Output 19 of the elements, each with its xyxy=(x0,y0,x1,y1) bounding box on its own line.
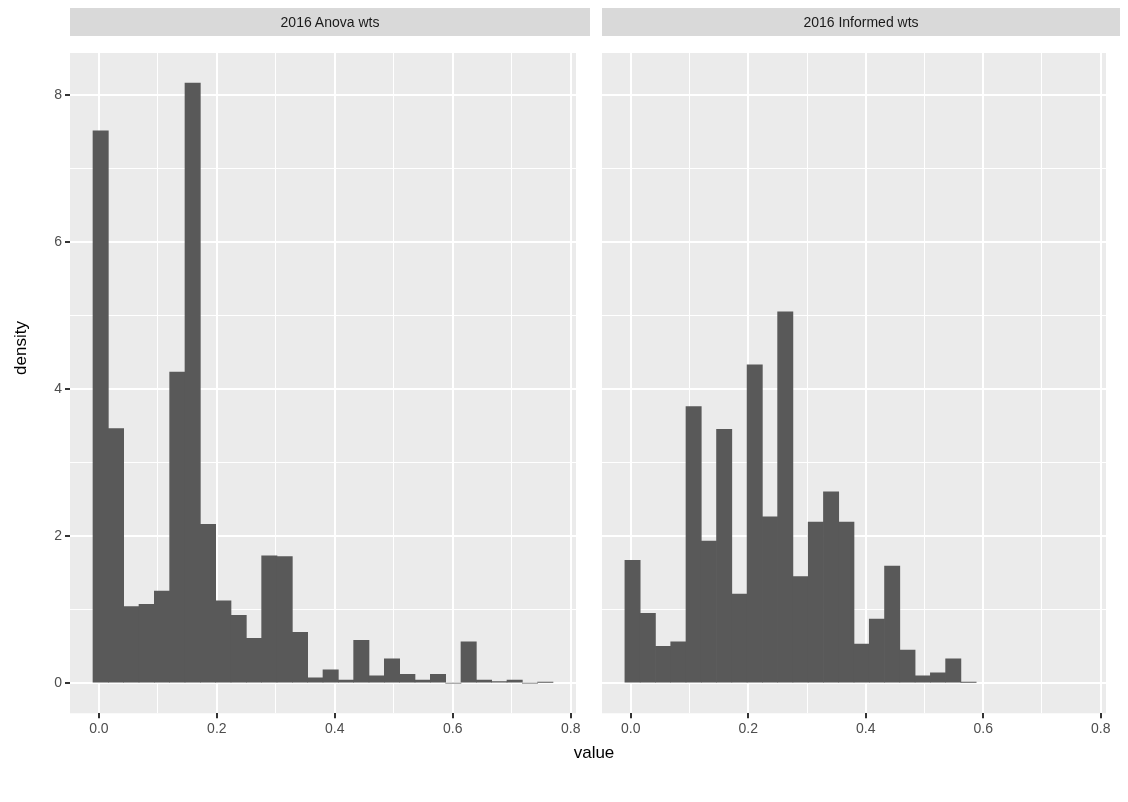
y-tick-label: 0 xyxy=(54,673,63,690)
y-tick-label: 8 xyxy=(54,85,63,102)
x-tick-label: 0.0 xyxy=(621,720,641,737)
x-tick-label: 0.6 xyxy=(973,720,994,737)
x-tick-label: 0.8 xyxy=(560,720,581,737)
y-tick-label: 2 xyxy=(54,526,63,543)
chart-title: 2016 Anova wts xyxy=(70,8,590,36)
x-tick-label: 0.2 xyxy=(207,720,227,737)
x-tick-label: 0.4 xyxy=(325,720,345,737)
y-tick-label: 4 xyxy=(54,379,63,396)
x-tick-label: 0.8 xyxy=(1090,720,1111,737)
x-tick-label: 0.6 xyxy=(443,720,463,737)
x-tick-label: 0.0 xyxy=(89,720,109,737)
y-axis-title: density xyxy=(11,321,31,375)
x-tick-label: 0.2 xyxy=(738,720,759,737)
y-tick-label: 6 xyxy=(54,232,63,249)
x-tick-label: 0.4 xyxy=(856,720,876,737)
chart-title: 2016 Informed wts xyxy=(602,8,1120,36)
x-axis-title: value xyxy=(572,743,616,763)
